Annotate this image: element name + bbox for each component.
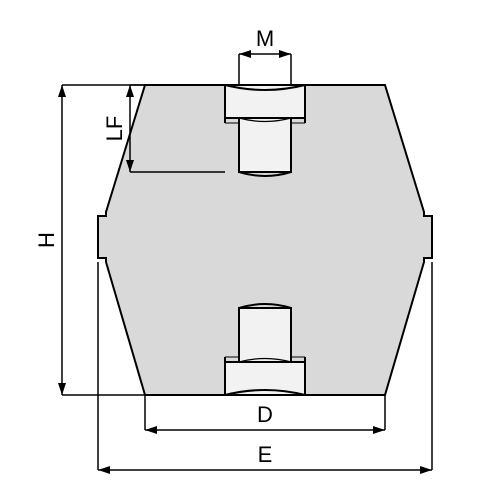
technical-drawing: M LF H DE	[0, 0, 500, 500]
dimension-label-M: M	[256, 26, 274, 51]
dimension-label-E: E	[258, 442, 273, 467]
bottom-thread-bore	[239, 308, 291, 362]
top-thread-bore	[239, 118, 291, 172]
dimension-label-LF: LF	[102, 116, 127, 142]
dimension-label-H: H	[34, 232, 59, 248]
dimension-label-D: D	[257, 402, 273, 427]
